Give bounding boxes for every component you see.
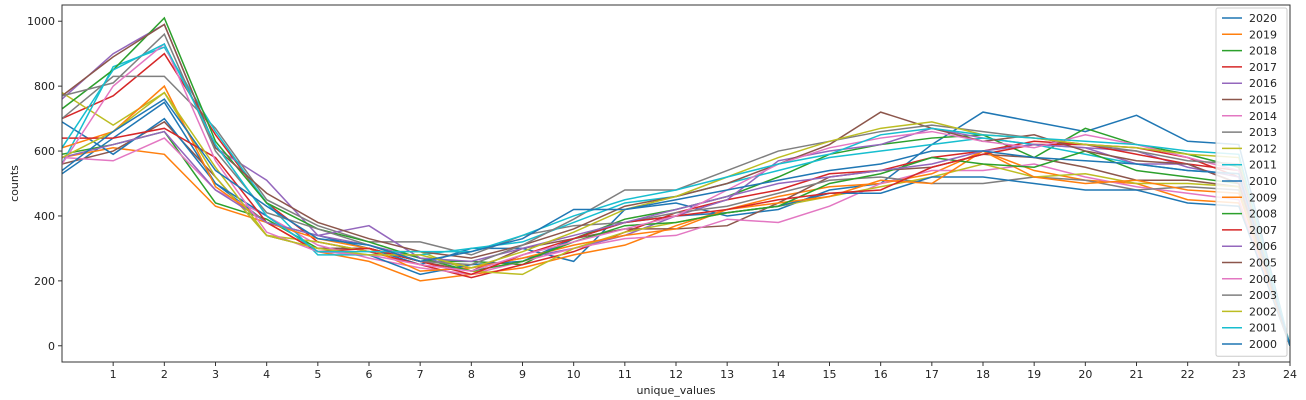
x-tick-label: 7	[417, 368, 424, 381]
series-line-2002	[62, 91, 1290, 346]
x-tick-label: 21	[1130, 368, 1144, 381]
x-tick-label: 2	[161, 368, 168, 381]
legend-label-2003: 2003	[1249, 289, 1277, 302]
x-tick-label: 17	[925, 368, 939, 381]
x-tick-label: 13	[720, 368, 734, 381]
legend-label-2012: 2012	[1249, 142, 1277, 155]
series-line-2018	[62, 127, 1290, 346]
x-tick-label: 14	[771, 368, 785, 381]
x-tick-label: 6	[366, 368, 373, 381]
series-line-2006	[62, 130, 1290, 346]
x-tick-label: 22	[1181, 368, 1195, 381]
series-line-2013	[62, 75, 1290, 347]
legend-label-2019: 2019	[1249, 28, 1277, 41]
x-tick-label: 23	[1232, 368, 1246, 381]
legend-label-2014: 2014	[1249, 110, 1277, 123]
y-tick-label: 800	[34, 80, 55, 93]
series-line-2012	[62, 91, 1290, 347]
legend-label-2013: 2013	[1249, 126, 1277, 139]
legend-label-2020: 2020	[1249, 12, 1277, 25]
x-tick-label: 15	[823, 368, 837, 381]
series-lines	[62, 16, 1290, 347]
series-line-2001	[62, 42, 1290, 346]
legend-label-2010: 2010	[1249, 175, 1277, 188]
legend-label-2002: 2002	[1249, 305, 1277, 318]
series-line-2000	[62, 98, 1290, 346]
series-line-2004	[62, 42, 1290, 346]
legend-label-2011: 2011	[1249, 159, 1277, 172]
legend-label-2018: 2018	[1249, 45, 1277, 58]
x-tick-label: 16	[874, 368, 888, 381]
legend-label-2001: 2001	[1249, 322, 1277, 335]
legend-label-2000: 2000	[1249, 338, 1277, 351]
y-tick-label: 200	[34, 275, 55, 288]
series-line-2005	[62, 23, 1290, 346]
y-axis-ticks: 0 200 400 600 800 1000	[27, 15, 62, 353]
legend: 2020 2019 2018 2017 2016 2015 2014 2013 2012 2011…	[1215, 7, 1288, 357]
series-line-2016	[62, 23, 1290, 346]
x-axis-ticks: 1 2 3 4 5 6 7 8 9 10 11 12 13 14 15 16 17 18 19 20 21 22 23 24	[110, 362, 1297, 381]
legend-label-2004: 2004	[1249, 273, 1277, 286]
x-tick-label: 24	[1283, 368, 1297, 381]
x-tick-label: 18	[976, 368, 990, 381]
legend-label-2005: 2005	[1249, 257, 1277, 270]
y-axis-label: counts	[8, 165, 21, 202]
x-tick-label: 10	[567, 368, 581, 381]
x-tick-label: 9	[519, 368, 526, 381]
legend-label-2017: 2017	[1249, 61, 1277, 74]
series-line-2014	[62, 137, 1290, 347]
x-tick-label: 20	[1078, 368, 1092, 381]
y-tick-label: 400	[34, 210, 55, 223]
legend-label-2015: 2015	[1249, 94, 1277, 107]
legend-label-2009: 2009	[1249, 191, 1277, 204]
x-axis-label: unique_values	[637, 384, 716, 397]
x-tick-label: 19	[1027, 368, 1041, 381]
legend-label-2008: 2008	[1249, 208, 1277, 221]
x-tick-label: 3	[212, 368, 219, 381]
x-tick-label: 8	[468, 368, 475, 381]
legend-box	[1215, 7, 1288, 357]
x-tick-label: 5	[314, 368, 321, 381]
x-tick-label: 12	[669, 368, 683, 381]
series-line-2010	[62, 117, 1290, 347]
x-tick-label: 4	[263, 368, 270, 381]
series-line-2007	[62, 127, 1290, 346]
legend-label-2007: 2007	[1249, 224, 1277, 237]
y-tick-label: 1000	[27, 15, 55, 28]
x-tick-label: 11	[618, 368, 632, 381]
y-tick-label: 600	[34, 145, 55, 158]
legend-label-2016: 2016	[1249, 77, 1277, 90]
y-tick-label: 0	[48, 340, 55, 353]
legend-label-2006: 2006	[1249, 240, 1277, 253]
x-tick-label: 1	[110, 368, 117, 381]
